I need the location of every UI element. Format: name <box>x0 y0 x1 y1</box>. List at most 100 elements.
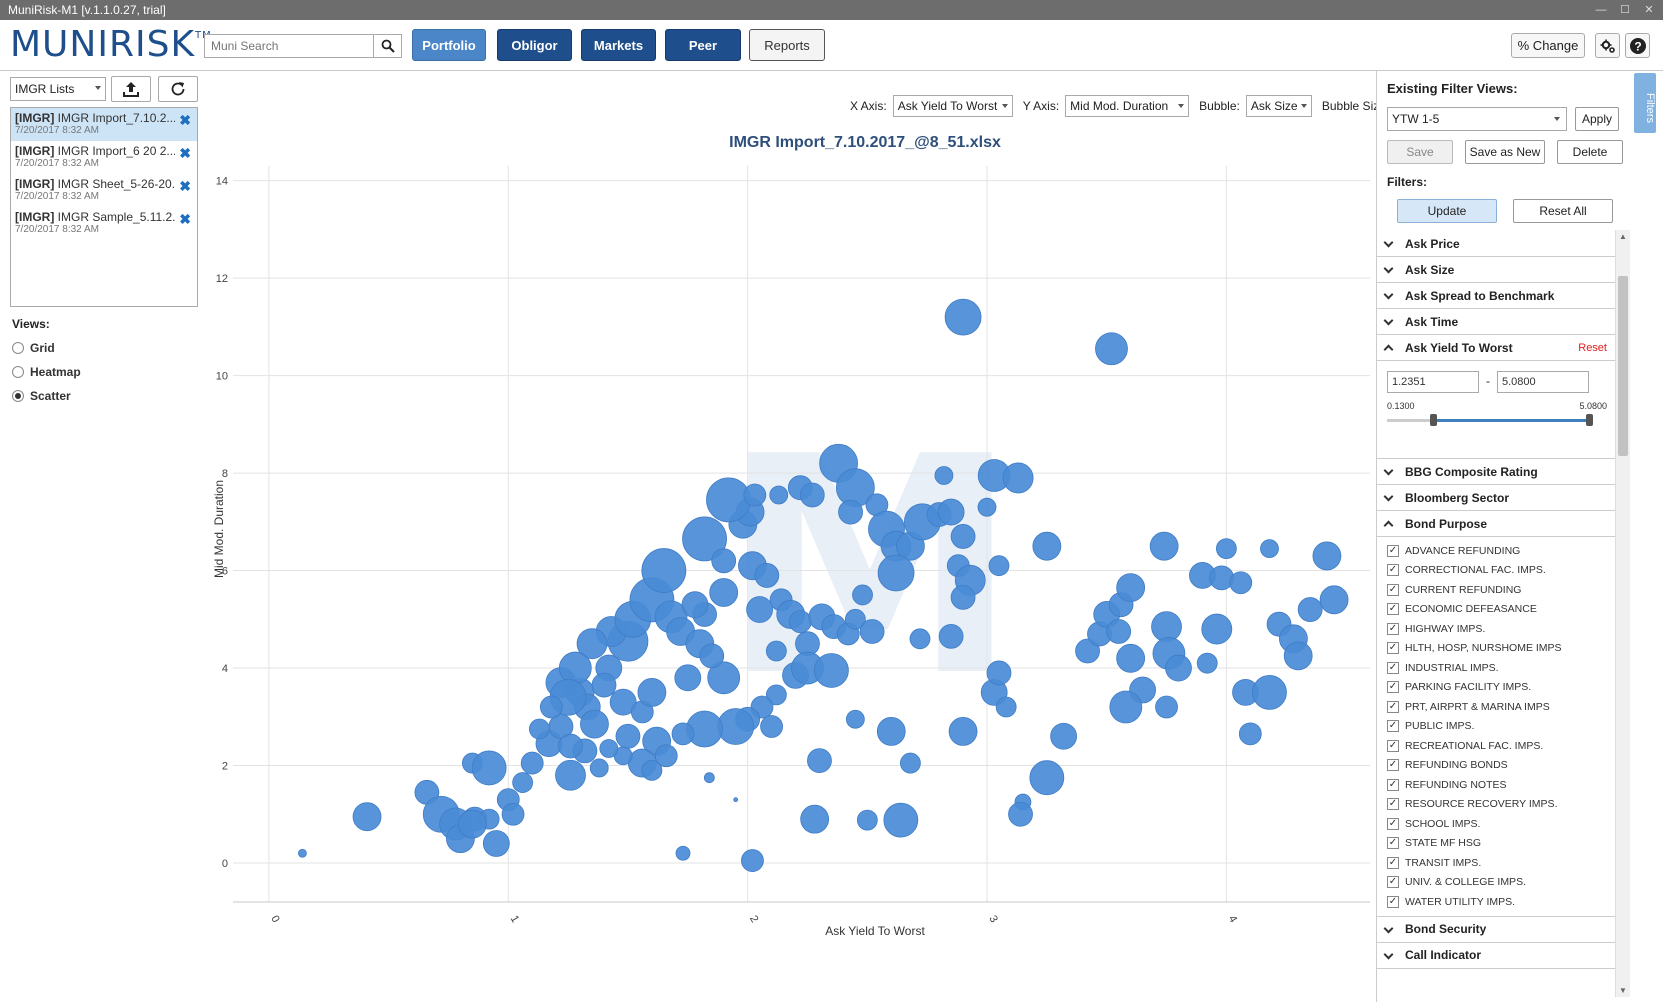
close-icon[interactable]: ✕ <box>1644 4 1654 16</box>
range-slider-high-thumb[interactable] <box>1586 414 1593 426</box>
filter-bloomberg-sector[interactable]: Bloomberg Sector <box>1377 485 1617 511</box>
bond-purpose-checkbox[interactable]: ✓ REFUNDING BONDS <box>1387 756 1617 776</box>
filter-ask-yield-to-worst[interactable]: Ask Yield To Worst Reset <box>1377 335 1617 361</box>
bond-purpose-checkbox[interactable]: ✓ UNIV. & COLLEGE IMPS. <box>1387 873 1617 893</box>
imgr-lists-select[interactable]: IMGR Lists <box>10 77 106 101</box>
filter-ask-time[interactable]: Ask Time <box>1377 309 1617 335</box>
bond-purpose-label: PARKING FACILITY IMPS. <box>1405 681 1532 694</box>
range-from-input[interactable] <box>1387 371 1479 393</box>
range-slider-track[interactable] <box>1387 414 1593 426</box>
x-axis-select[interactable]: Ask Yield To Worst <box>892 95 1013 117</box>
scatter-bubble <box>637 678 667 707</box>
refresh-button[interactable] <box>158 76 198 102</box>
checkbox-checked-icon: ✓ <box>1387 661 1399 674</box>
upload-button[interactable] <box>111 76 151 102</box>
window-title-bar: MuniRisk-M1 [v.1.1.0.27, trial] — ☐ ✕ <box>0 0 1663 20</box>
delete-button[interactable]: Delete <box>1557 140 1623 164</box>
range-to-input[interactable] <box>1497 371 1589 393</box>
view-grid-radio[interactable]: Grid <box>12 341 55 355</box>
y-axis-select[interactable]: Mid Mod. Duration <box>1065 95 1190 117</box>
list-item[interactable]: [IMGR] IMGR Import_6 20 2... 7/20/2017 8… <box>15 144 191 169</box>
reset-link[interactable]: Reset <box>1578 341 1607 354</box>
bond-purpose-checkbox[interactable]: ✓ ECONOMIC DEFEASANCE <box>1387 600 1617 620</box>
radio-icon <box>12 342 24 354</box>
bond-purpose-checkbox[interactable]: ✓ CORRECTIONAL FAC. IMPS. <box>1387 561 1617 581</box>
scroll-up-icon[interactable]: ▲ <box>1619 232 1627 241</box>
bond-purpose-checkbox[interactable]: ✓ REFUNDING NOTES <box>1387 775 1617 795</box>
range-slider-fill <box>1433 419 1593 422</box>
view-heatmap-radio[interactable]: Heatmap <box>12 365 81 379</box>
scatter-bubble <box>501 802 525 826</box>
x-tick-label: 0 <box>268 914 281 925</box>
svg-text:?: ? <box>1634 39 1641 53</box>
nav-peer-button[interactable]: Peer <box>665 29 741 61</box>
list-item[interactable]: [IMGR] IMGR Import_7.10.2... 7/20/2017 8… <box>11 108 197 141</box>
settings-button[interactable] <box>1595 33 1620 58</box>
bond-purpose-checkbox[interactable]: ✓ PARKING FACILITY IMPS. <box>1387 678 1617 698</box>
filter-bond-purpose[interactable]: Bond Purpose <box>1377 511 1617 537</box>
remove-list-icon[interactable]: ✖ <box>179 145 191 161</box>
remove-list-icon[interactable]: ✖ <box>179 211 191 227</box>
bond-purpose-checkbox[interactable]: ✓ WATER UTILITY IMPS. <box>1387 892 1617 912</box>
chevron-down-icon <box>1383 491 1394 502</box>
bond-purpose-checkbox[interactable]: ✓ INDUSTRIAL IMPS. <box>1387 658 1617 678</box>
bubble-select[interactable]: Ask Size <box>1245 95 1312 117</box>
minimize-icon[interactable]: — <box>1595 4 1607 16</box>
remove-list-icon[interactable]: ✖ <box>179 112 191 128</box>
nav-reports-button[interactable]: Reports <box>749 29 825 61</box>
percent-change-button[interactable]: % Change <box>1511 33 1585 58</box>
bond-purpose-checkbox[interactable]: ✓ RESOURCE RECOVERY IMPS. <box>1387 795 1617 815</box>
header-divider <box>0 70 1663 71</box>
apply-button[interactable]: Apply <box>1575 107 1619 131</box>
bond-purpose-checkbox[interactable]: ✓ PRT, AIRPRT & MARINA IMPS <box>1387 697 1617 717</box>
scatter-bubble <box>859 619 885 644</box>
scatter-bubble <box>800 804 830 834</box>
filter-bbg-composite-rating[interactable]: BBG Composite Rating <box>1377 459 1617 485</box>
filter-scrollbar[interactable]: ▲ ▼ <box>1615 230 1630 997</box>
filter-call-indicator[interactable]: Call Indicator <box>1377 943 1617 969</box>
scatter-bubble <box>1260 539 1279 559</box>
left-panel: IMGR Lists [IMGR] IMGR Import_7.10.2... … <box>0 71 208 1002</box>
filter-panel: Existing Filter Views: YTW 1-5 Apply Sav… <box>1376 71 1631 1002</box>
filter-ask-size[interactable]: Ask Size <box>1377 257 1617 283</box>
bond-purpose-checkbox[interactable]: ✓ CURRENT REFUNDING <box>1387 580 1617 600</box>
y-tick-label: 10 <box>216 371 228 383</box>
list-item[interactable]: [IMGR] IMGR Sample_5.11.2... 7/20/2017 8… <box>15 210 191 235</box>
bond-purpose-checkbox[interactable]: ✓ PUBLIC IMPS. <box>1387 717 1617 737</box>
maximize-icon[interactable]: ☐ <box>1620 4 1630 16</box>
view-scatter-radio[interactable]: Scatter <box>12 389 71 403</box>
scatter-bubble <box>609 688 637 716</box>
scatter-bubble <box>844 608 866 630</box>
filter-ask-price[interactable]: Ask Price <box>1377 231 1617 257</box>
nav-obligor-button[interactable]: Obligor <box>497 29 572 61</box>
scrollbar-thumb[interactable] <box>1618 276 1628 456</box>
nav-portfolio-button[interactable]: Portfolio <box>412 29 486 61</box>
filters-side-tab[interactable]: Filters <box>1634 73 1656 133</box>
checkbox-checked-icon: ✓ <box>1387 583 1399 596</box>
filter-ask-spread[interactable]: Ask Spread to Benchmark <box>1377 283 1617 309</box>
bond-purpose-checkbox[interactable]: ✓ HLTH, HOSP, NURSHOME IMPS <box>1387 639 1617 659</box>
bond-purpose-checkbox[interactable]: ✓ RECREATIONAL FAC. IMPS. <box>1387 736 1617 756</box>
range-slider-low-thumb[interactable] <box>1430 414 1438 426</box>
reset-all-button[interactable]: Reset All <box>1513 199 1613 223</box>
save-as-new-button[interactable]: Save as New <box>1465 140 1545 164</box>
radio-checked-icon <box>12 390 24 402</box>
nav-markets-button[interactable]: Markets <box>581 29 656 61</box>
scroll-down-icon[interactable]: ▼ <box>1619 986 1627 995</box>
filter-view-select[interactable]: YTW 1-5 <box>1387 107 1567 131</box>
bond-purpose-checkbox[interactable]: ✓ SCHOOL IMPS. <box>1387 814 1617 834</box>
list-item[interactable]: [IMGR] IMGR Sheet_5-26-20... 7/20/2017 8… <box>15 177 191 202</box>
filter-bond-security[interactable]: Bond Security <box>1377 917 1617 943</box>
save-button[interactable]: Save <box>1387 140 1453 164</box>
bond-purpose-checkbox[interactable]: ✓ TRANSIT IMPS. <box>1387 853 1617 873</box>
update-button[interactable]: Update <box>1397 199 1497 223</box>
bond-purpose-checkbox[interactable]: ✓ STATE MF HSG <box>1387 834 1617 854</box>
bond-purpose-checkbox[interactable]: ✓ ADVANCE REFUNDING <box>1387 541 1617 561</box>
remove-list-icon[interactable]: ✖ <box>179 178 191 194</box>
search-button[interactable] <box>374 34 402 58</box>
bond-purpose-label: CURRENT REFUNDING <box>1405 583 1522 596</box>
bond-purpose-checkbox[interactable]: ✓ HIGHWAY IMPS. <box>1387 619 1617 639</box>
muni-search-input[interactable] <box>204 34 374 58</box>
help-button[interactable]: ? <box>1625 33 1650 58</box>
